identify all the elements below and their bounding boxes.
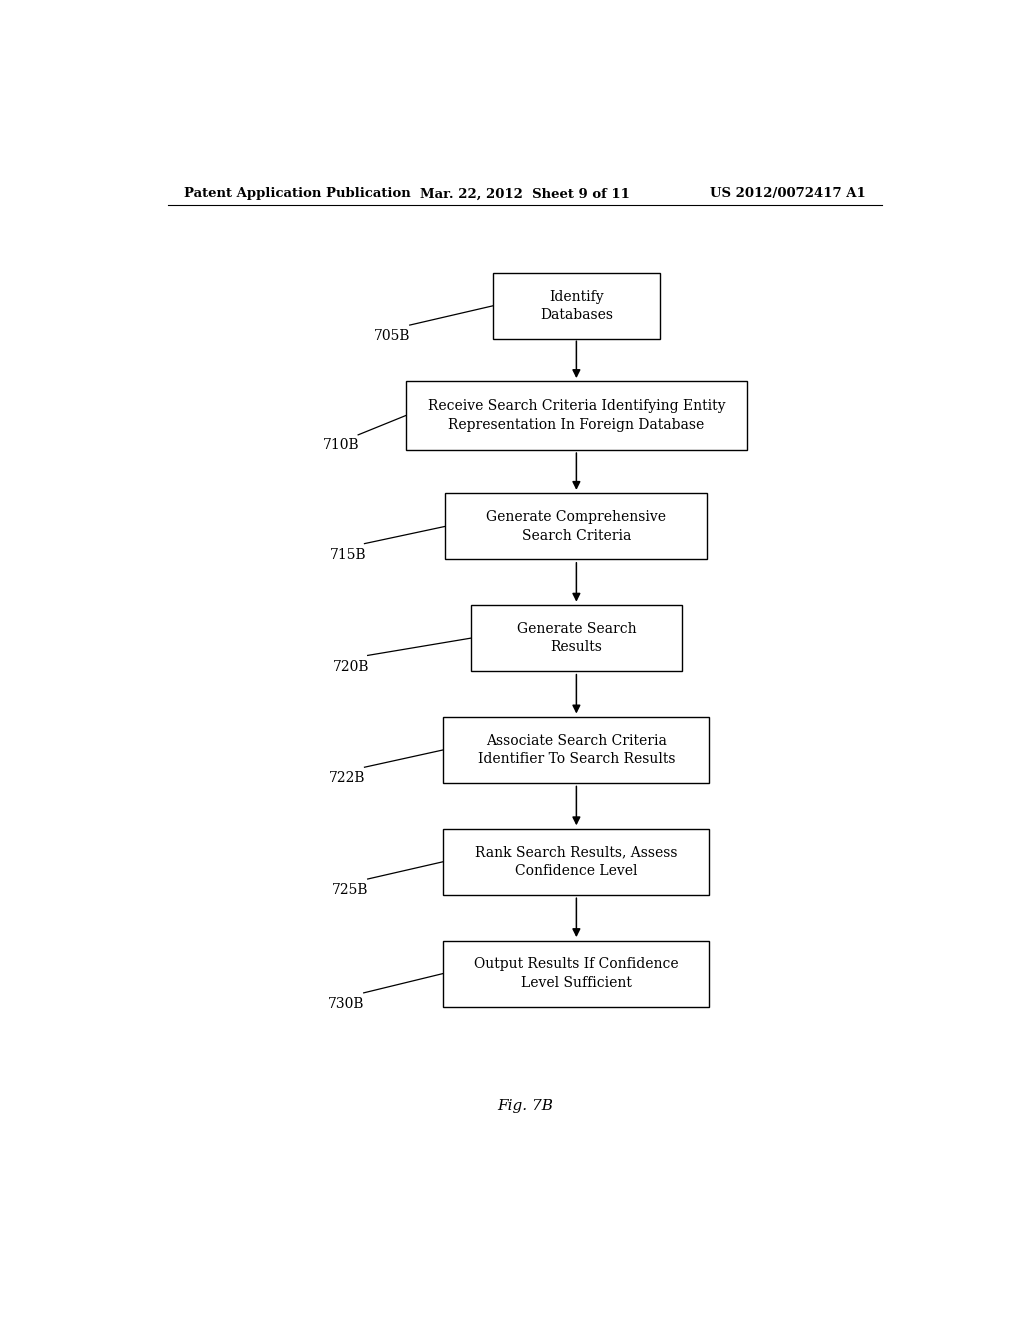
Bar [445, 494, 708, 560]
Text: 720B: 720B [333, 660, 370, 673]
Bar [443, 941, 710, 1007]
Bar [494, 273, 659, 339]
Text: Generate Comprehensive
Search Criteria: Generate Comprehensive Search Criteria [486, 510, 667, 543]
Text: 710B: 710B [323, 438, 359, 451]
Text: Patent Application Publication: Patent Application Publication [183, 187, 411, 201]
Text: Rank Search Results, Assess
Confidence Level: Rank Search Results, Assess Confidence L… [475, 846, 678, 878]
Bar [471, 605, 682, 671]
Text: 725B: 725B [332, 883, 369, 898]
Text: US 2012/0072417 A1: US 2012/0072417 A1 [711, 187, 866, 201]
Text: Receive Search Criteria Identifying Entity
Representation In Foreign Database: Receive Search Criteria Identifying Enti… [428, 400, 725, 432]
Bar [443, 829, 710, 895]
Text: Fig. 7B: Fig. 7B [497, 1098, 553, 1113]
Text: 722B: 722B [329, 771, 366, 785]
Text: Associate Search Criteria
Identifier To Search Results: Associate Search Criteria Identifier To … [477, 734, 675, 766]
Text: 730B: 730B [328, 997, 365, 1011]
Text: Output Results If Confidence
Level Sufficient: Output Results If Confidence Level Suffi… [474, 957, 679, 990]
Bar [443, 717, 710, 783]
Text: 705B: 705B [374, 329, 411, 343]
Text: 715B: 715B [331, 548, 367, 562]
Text: Mar. 22, 2012  Sheet 9 of 11: Mar. 22, 2012 Sheet 9 of 11 [420, 187, 630, 201]
Bar [406, 381, 748, 450]
Text: Generate Search
Results: Generate Search Results [516, 622, 636, 655]
Text: Identify
Databases: Identify Databases [540, 289, 613, 322]
